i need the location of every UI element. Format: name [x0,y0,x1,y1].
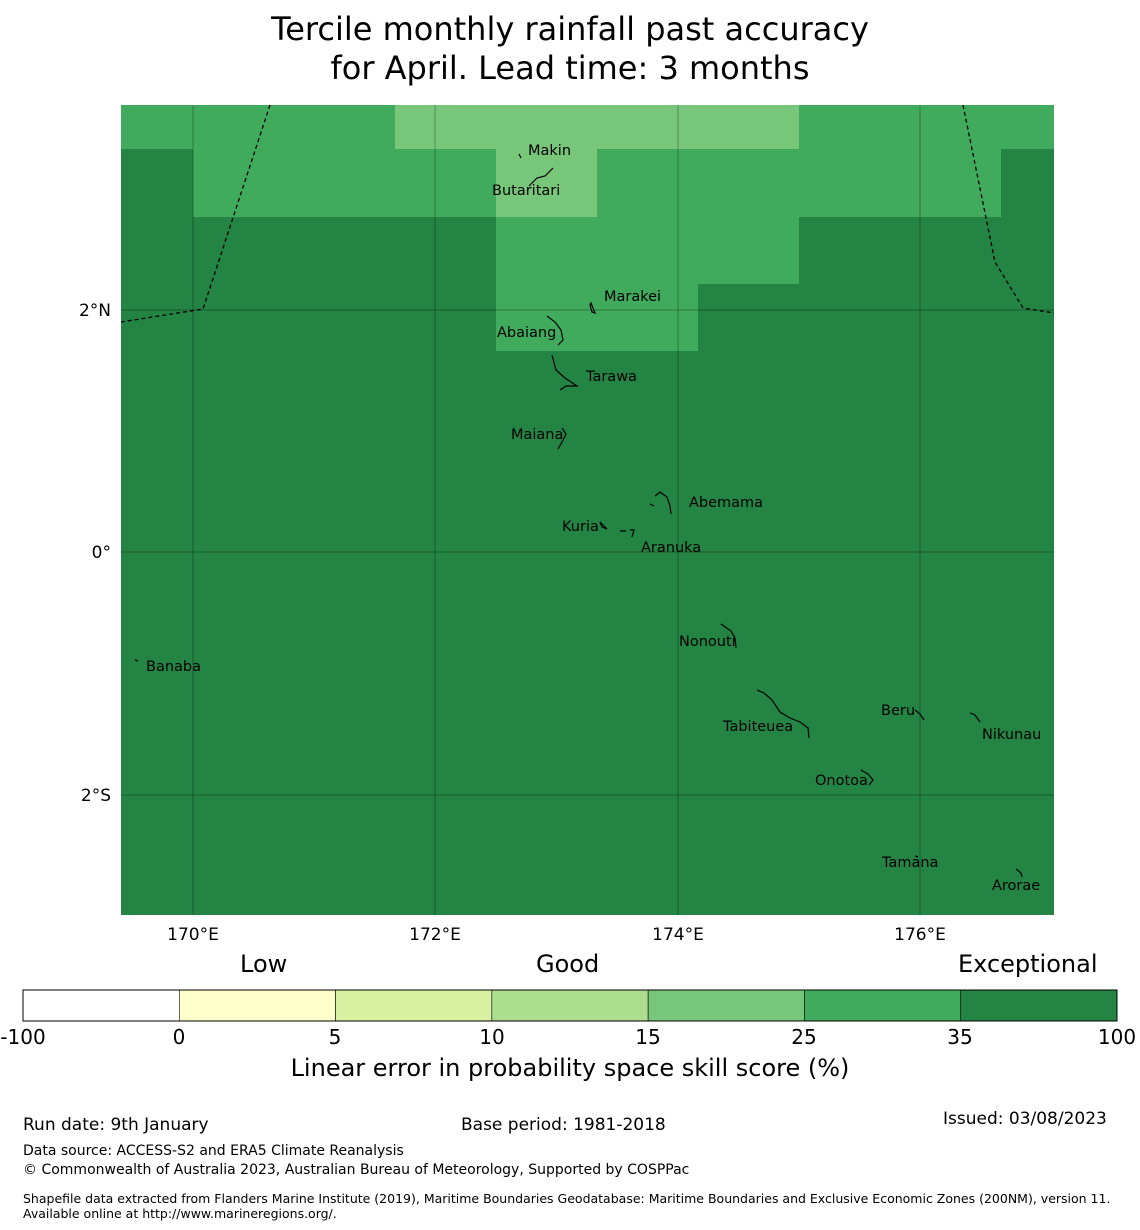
coastline-abemama [649,491,672,515]
island-label: Aranuka [641,540,701,556]
island-label: Abemama [689,495,763,511]
colorbar-segment [804,989,962,1022]
coastline-nikunau [969,712,981,723]
x-tick-label: 172°E [409,925,461,945]
run-date: Run date: 9th January [23,1115,209,1135]
island-label: Butaritari [492,183,560,199]
island-label: Kuria [562,519,599,535]
coastline-abaiang [546,315,564,346]
coastline-onotoa [860,769,874,786]
island-label: Nonouti [679,634,736,650]
colorbar-tick: 15 [635,1025,661,1049]
colorbar-label: Linear error in probability space skill … [290,1054,850,1082]
skill-cell [496,217,799,284]
coastline-marakei [589,301,597,314]
colorbar-header-low: Low [240,950,288,978]
coastline-tabiteuea [756,689,810,739]
colorbar-tick: 10 [479,1025,505,1049]
skill-cell [496,149,597,217]
skill-cell [496,284,698,351]
chart-title: Tercile monthly rainfall past accuracy f… [0,10,1140,88]
colorbar-segment [335,989,493,1022]
coastlines [134,153,1023,878]
coastline-tamana [914,855,919,858]
island-label: Tarawa [585,369,637,385]
colorbar-segment [960,989,1118,1022]
skill-cell [395,105,799,149]
island-label: Tabiteuea [722,719,793,735]
eez-boundary-west [120,104,271,323]
colorbar-header-good: Good [536,950,600,978]
colorbar-frame [22,989,1118,1022]
island-labels: Makin Butaritari Marakei Abaiang Tarawa … [146,143,1041,894]
colorbar-tick: -100 [0,1025,46,1049]
colorbar-tick: 25 [791,1025,817,1049]
axis-ticks: 170°E 172°E 174°E 176°E 2°N 0° 2°S [79,301,946,945]
colorbar-tick: 0 [172,1025,186,1049]
title-line-2: for April. Lead time: 3 months [330,49,810,87]
coastline-arorae [1015,868,1023,878]
colorbar-tick: 100 [1097,1025,1137,1049]
title-line-1: Tercile monthly rainfall past accuracy [271,10,869,48]
x-tick-label: 176°E [894,925,946,945]
island-label: Beru [881,703,915,719]
coastline-aranuka [620,529,635,538]
island-label: Abaiang [497,325,556,341]
island-label: Onotoa [815,773,868,789]
eez-boundaries [120,104,1055,323]
island-label: Banaba [146,659,201,675]
x-tick-label: 170°E [167,925,219,945]
skill-field [121,105,1054,915]
coastline-tarawa [551,354,579,391]
copyright: © Commonwealth of Australia 2023, Austra… [23,1162,690,1178]
x-tick-label: 174°E [652,925,704,945]
base-period: Base period: 1981-2018 [461,1115,666,1135]
coastline-kuria [599,521,608,530]
island-label: Makin [528,143,571,159]
data-source: Data source: ACCESS-S2 and ERA5 Climate … [23,1143,404,1159]
map-figure: Makin Butaritari Marakei Abaiang Tarawa … [79,104,1055,945]
colorbar-tick: 35 [947,1025,973,1049]
coastline-maiana [557,427,567,450]
issued-date: Issued: 03/08/2023 [943,1109,1107,1129]
island-label: Nikunau [982,727,1041,743]
coastline-butaritari [528,167,554,187]
colorbar [22,989,1118,1022]
colorbar-segment [647,989,805,1022]
y-tick-label: 2°S [81,786,111,806]
shapefile-credit: Shapefile data extracted from Flanders M… [23,1191,1111,1221]
island-label: Maiana [511,427,563,443]
eez-boundary-east [962,104,1055,314]
gridlines [121,105,1054,915]
coastline-nonouti [720,623,737,649]
island-label: Arorae [992,878,1040,894]
y-tick-label: 2°N [79,301,111,321]
colorbar-header-exceptional: Exceptional [958,950,1098,978]
colorbar-segment [491,989,649,1022]
coastline-makin [518,153,522,159]
colorbar-tick: 5 [328,1025,342,1049]
y-tick-label: 0° [92,543,111,563]
island-label: Marakei [604,289,661,305]
island-label: Tamana [881,855,938,871]
colorbar-segment [178,989,336,1022]
coastline-banaba [134,659,139,662]
colorbar-segment [22,989,180,1022]
coastline-beru [914,709,925,721]
